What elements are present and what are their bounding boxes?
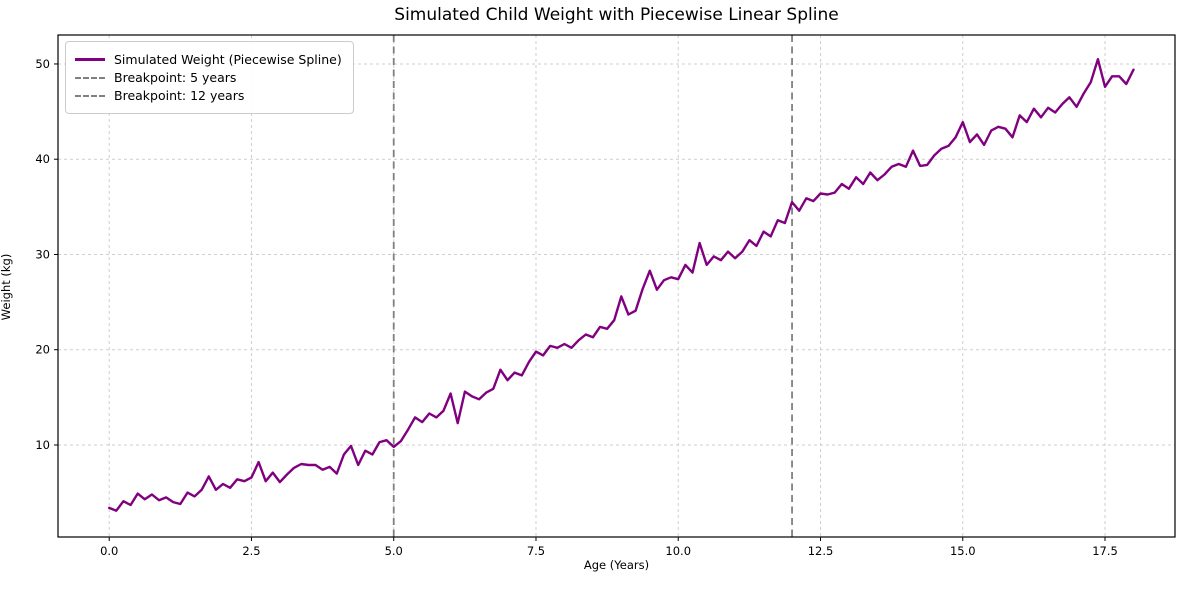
y-tick-label: 30 (35, 247, 50, 261)
y-tick-label: 40 (35, 152, 50, 166)
dashed-line-swatch-icon (75, 76, 105, 79)
legend: Simulated Weight (Piecewise Spline) Brea… (65, 41, 354, 114)
y-tick-label: 20 (35, 343, 50, 357)
x-tick-label: 5.0 (385, 544, 403, 558)
legend-label-breakpoint-5: Breakpoint: 5 years (114, 70, 237, 85)
legend-label-weight: Simulated Weight (Piecewise Spline) (114, 52, 342, 67)
legend-item-breakpoint-12: Breakpoint: 12 years (75, 88, 342, 103)
dashed-line-swatch-icon (75, 94, 105, 97)
legend-item-breakpoint-5: Breakpoint: 5 years (75, 70, 342, 85)
x-tick-label: 12.5 (808, 544, 834, 558)
solid-line-swatch-icon (75, 58, 105, 61)
x-tick-label: 0.0 (100, 544, 118, 558)
y-tick-label: 50 (35, 57, 50, 71)
x-tick-label: 15.0 (950, 544, 976, 558)
x-tick-label: 10.0 (665, 544, 691, 558)
chart-title: Simulated Child Weight with Piecewise Li… (394, 5, 839, 25)
legend-label-breakpoint-12: Breakpoint: 12 years (114, 88, 245, 103)
x-tick-label: 17.5 (1092, 544, 1118, 558)
x-tick-label: 2.5 (242, 544, 260, 558)
weight-line (107, 58, 1135, 512)
legend-item-weight: Simulated Weight (Piecewise Spline) (75, 52, 342, 67)
y-tick-label: 10 (35, 438, 50, 452)
plot-border (57, 34, 1176, 538)
y-axis-label: Weight (kg) (0, 253, 13, 321)
x-axis-label: Age (Years) (583, 558, 650, 572)
x-tick-label: 7.5 (527, 544, 545, 558)
